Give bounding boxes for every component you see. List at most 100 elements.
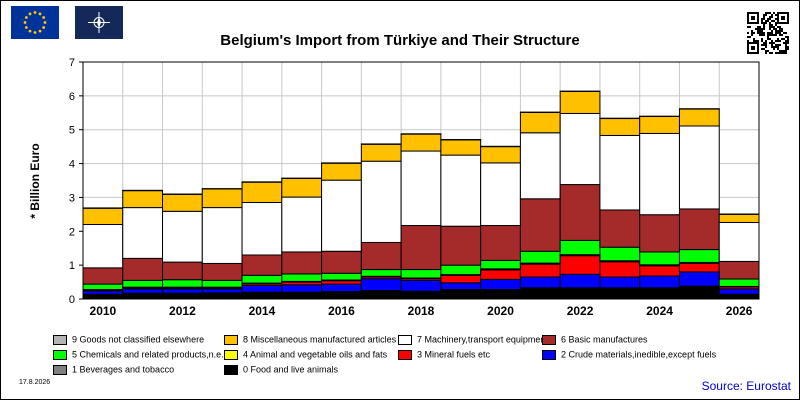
bar-segment [559,112,601,186]
bar-segment [122,279,164,288]
bar-segment [241,284,283,293]
bar-segment [519,198,561,252]
x-tick-label: 2014 [249,304,276,318]
bar-segment [440,282,482,291]
bar-segment [678,286,720,300]
bar-segment [400,150,442,227]
bar-segment [599,261,641,278]
bar-segment [599,118,641,136]
bar-segment [718,213,760,223]
x-tick-label: 2024 [646,304,673,318]
x-tick-label: 2010 [90,304,117,318]
bar-segment [162,293,203,300]
bar-segment [241,292,283,300]
bar-segment [519,276,561,289]
bar-segment [480,259,521,270]
bar-segment [559,273,601,289]
bar-segment [241,274,283,284]
bar-segment [82,224,124,269]
bar-segment [162,261,203,281]
bar-segment [360,241,402,271]
bar-segment [360,269,402,277]
bar-segment [678,108,720,127]
bar-segment [241,202,283,256]
bar-segment [400,279,442,292]
bar-segment [321,280,362,285]
bar-segment [241,254,283,276]
bar-segment [122,293,164,300]
bar-segment [480,269,521,280]
qr-code-icon [746,11,790,55]
bar-segment [440,264,482,276]
bar-segment [321,179,362,252]
bar-segment [162,210,203,263]
bar-segment [559,90,601,114]
eu-flag-icon [11,6,59,39]
bar-segment [519,288,561,300]
bar-segment [519,111,561,134]
x-tick-label: 2022 [567,304,594,318]
bar-segment [241,181,283,204]
bar-segment [599,276,641,289]
bar-segment [162,288,203,294]
bar-segment [440,154,482,227]
bar-segment [480,290,521,300]
bar-segment [599,209,641,248]
bar-segment [559,239,601,256]
bar-segment [718,294,760,300]
bar-segment [82,207,124,226]
bar-segment [122,190,164,209]
bar-segment [639,251,680,266]
bar-segment [201,279,243,288]
bar-segment [599,134,641,211]
plot-frame [82,61,760,300]
x-tick-label: 2026 [726,304,753,318]
bar-segment [201,188,243,209]
bar-segment [360,278,402,292]
bar-segment [678,249,720,263]
bar-segment [718,221,760,262]
bar-segment [281,251,323,275]
bar-segment [162,193,203,212]
bar-segment [599,246,641,262]
bar-segment [162,279,203,288]
date-label: 17.8.2026 [19,379,51,386]
bar-segment [321,291,362,300]
bar-segment [281,273,323,282]
bar-segment [440,290,482,300]
bar-segment [201,288,243,294]
bar-segment [639,214,680,253]
bar-segment [678,271,720,287]
bar-segment [82,267,124,285]
bar-segment [678,208,720,251]
chart-title: Belgium's Import from Türkiye and Their … [220,32,580,49]
bar-segment [321,283,362,293]
bar-segment [122,257,164,281]
bar-segment [281,284,323,293]
bar-segment [201,262,243,281]
x-tick-label: 2016 [328,304,355,318]
bar-segment [360,143,402,162]
bar-segment [360,160,402,243]
bar-segment [321,162,362,181]
bar-segment [201,293,243,300]
bar-segment [678,262,720,273]
bar-segment [480,278,521,291]
y-tick-label: 6 [69,91,75,103]
bar-segment [639,275,680,289]
bar-segment [82,283,124,291]
bar-segment [639,288,680,300]
y-tick-label: 4 [69,159,75,171]
x-tick-label: 2018 [408,304,435,318]
bar-segment [201,207,243,264]
y-tick-label: 7 [69,57,75,69]
bar-segment [559,255,601,275]
bar-segment [559,288,601,300]
bar-segment [400,225,442,271]
bar-segment [321,272,362,281]
bar-segment [281,292,323,300]
y-tick-label: 2 [69,226,75,238]
bar-segment [480,225,521,261]
